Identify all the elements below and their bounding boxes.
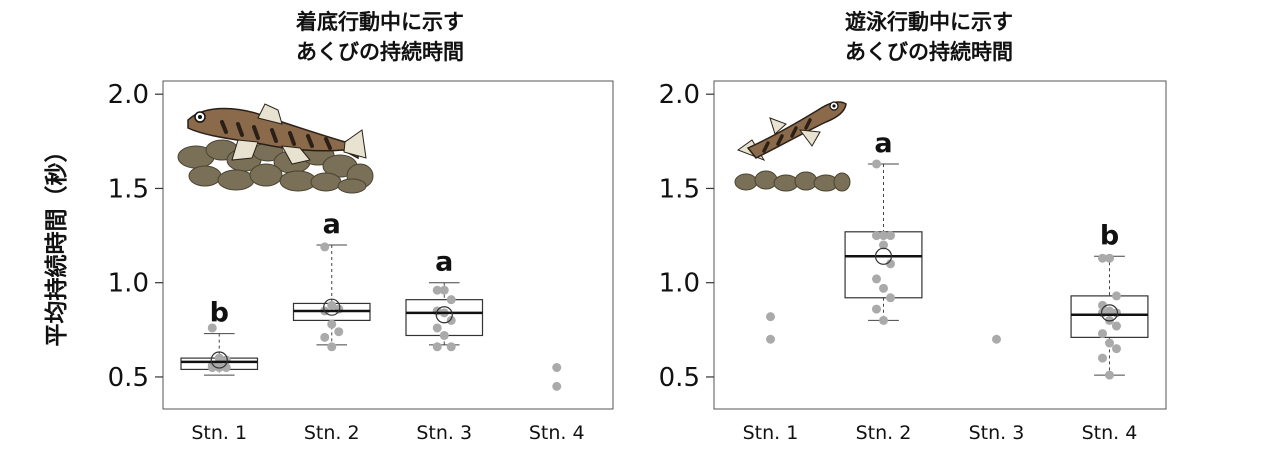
x-tick-label: Stn. 3	[969, 422, 1025, 444]
data-point	[207, 323, 217, 333]
panel2-title-line2: あくびの持続時間	[845, 40, 1013, 64]
panel1-title: 着底行動中に示す あくびの持続時間	[155, 7, 605, 67]
mean-marker	[1100, 304, 1119, 322]
data-point	[872, 274, 881, 284]
data-point	[766, 312, 775, 322]
data-point	[446, 295, 456, 305]
data-point	[221, 363, 231, 373]
data-point	[1112, 344, 1121, 354]
x-tick-label: Stn. 1	[191, 422, 247, 444]
data-point	[207, 363, 217, 373]
data-point	[446, 342, 456, 352]
data-point	[1112, 291, 1121, 301]
mean-marker	[210, 351, 228, 369]
data-point	[446, 315, 456, 325]
data-point	[879, 231, 888, 241]
panel2-title: 遊泳行動中に示す あくびの持続時間	[704, 7, 1154, 67]
data-point	[334, 327, 344, 337]
significance-label: a	[323, 209, 341, 240]
data-point	[992, 334, 1001, 344]
x-tick-label: Stn. 2	[304, 422, 360, 444]
plot-frame	[162, 80, 614, 410]
data-point	[432, 342, 442, 352]
significance-label: b	[1100, 220, 1119, 251]
y-tick-label: 1.0	[108, 269, 149, 299]
significance-label: a	[874, 128, 892, 159]
data-point	[214, 353, 224, 363]
data-point	[1098, 253, 1107, 263]
mean-marker	[435, 306, 453, 324]
data-point	[439, 285, 449, 295]
data-point	[320, 242, 330, 252]
data-point	[872, 159, 881, 169]
y-tick-label: 0.5	[108, 363, 149, 393]
significance-label: a	[435, 247, 453, 278]
fish-on-rocks-illustration	[177, 103, 374, 194]
mean-marker	[874, 247, 893, 265]
x-tick-label: Stn. 1	[743, 422, 799, 444]
data-point	[432, 323, 442, 333]
mean-marker	[323, 298, 341, 316]
data-point	[334, 304, 344, 314]
data-point	[879, 240, 888, 250]
data-point	[879, 315, 888, 325]
data-point	[1105, 253, 1114, 263]
data-point	[327, 319, 337, 329]
panel1-title-line1: 着底行動中に示す	[296, 10, 464, 34]
data-point	[1105, 370, 1114, 380]
significance-label: b	[210, 298, 229, 329]
swimming-fish-illustration	[734, 101, 851, 192]
panel1-title-line2: あくびの持続時間	[296, 40, 464, 64]
data-point	[872, 231, 881, 241]
y-tick-label: 1.5	[108, 174, 149, 204]
x-tick-label: Stn. 4	[529, 422, 585, 444]
y-tick-label: 1.5	[659, 174, 700, 204]
data-point	[1098, 300, 1107, 310]
y-tick-label: 2.0	[659, 80, 700, 110]
y-tick-label: 0.5	[659, 363, 700, 393]
data-point	[886, 259, 895, 269]
data-point	[1098, 329, 1107, 339]
data-point	[1112, 321, 1121, 331]
plot-layer: 0.5 1.0 1.5 2.0 Stn. 1 Stn. 2 Stn. 3 Stn. 4 b a a 0…	[108, 80, 1167, 444]
data-point	[432, 285, 442, 295]
data-point	[327, 300, 337, 310]
data-point	[552, 363, 562, 373]
data-point	[327, 342, 337, 352]
y-tick-label: 1.0	[659, 269, 700, 299]
x-tick-label: Stn. 3	[416, 422, 472, 444]
data-point	[879, 283, 888, 293]
data-point	[872, 304, 881, 314]
data-point	[552, 381, 562, 391]
x-tick-label: Stn. 4	[1082, 422, 1138, 444]
data-point	[320, 332, 330, 342]
data-point	[886, 231, 895, 241]
data-point	[1105, 338, 1114, 348]
data-point	[1105, 306, 1114, 316]
panel2-title-line1: 遊泳行動中に示す	[845, 10, 1013, 34]
data-point	[766, 334, 775, 344]
data-point	[1098, 353, 1107, 363]
y-tick-label: 2.0	[108, 80, 149, 110]
data-point	[886, 293, 895, 303]
plot-frame	[713, 80, 1167, 410]
box	[405, 299, 484, 337]
x-tick-label: Stn. 2	[856, 422, 912, 444]
data-point	[439, 330, 449, 340]
